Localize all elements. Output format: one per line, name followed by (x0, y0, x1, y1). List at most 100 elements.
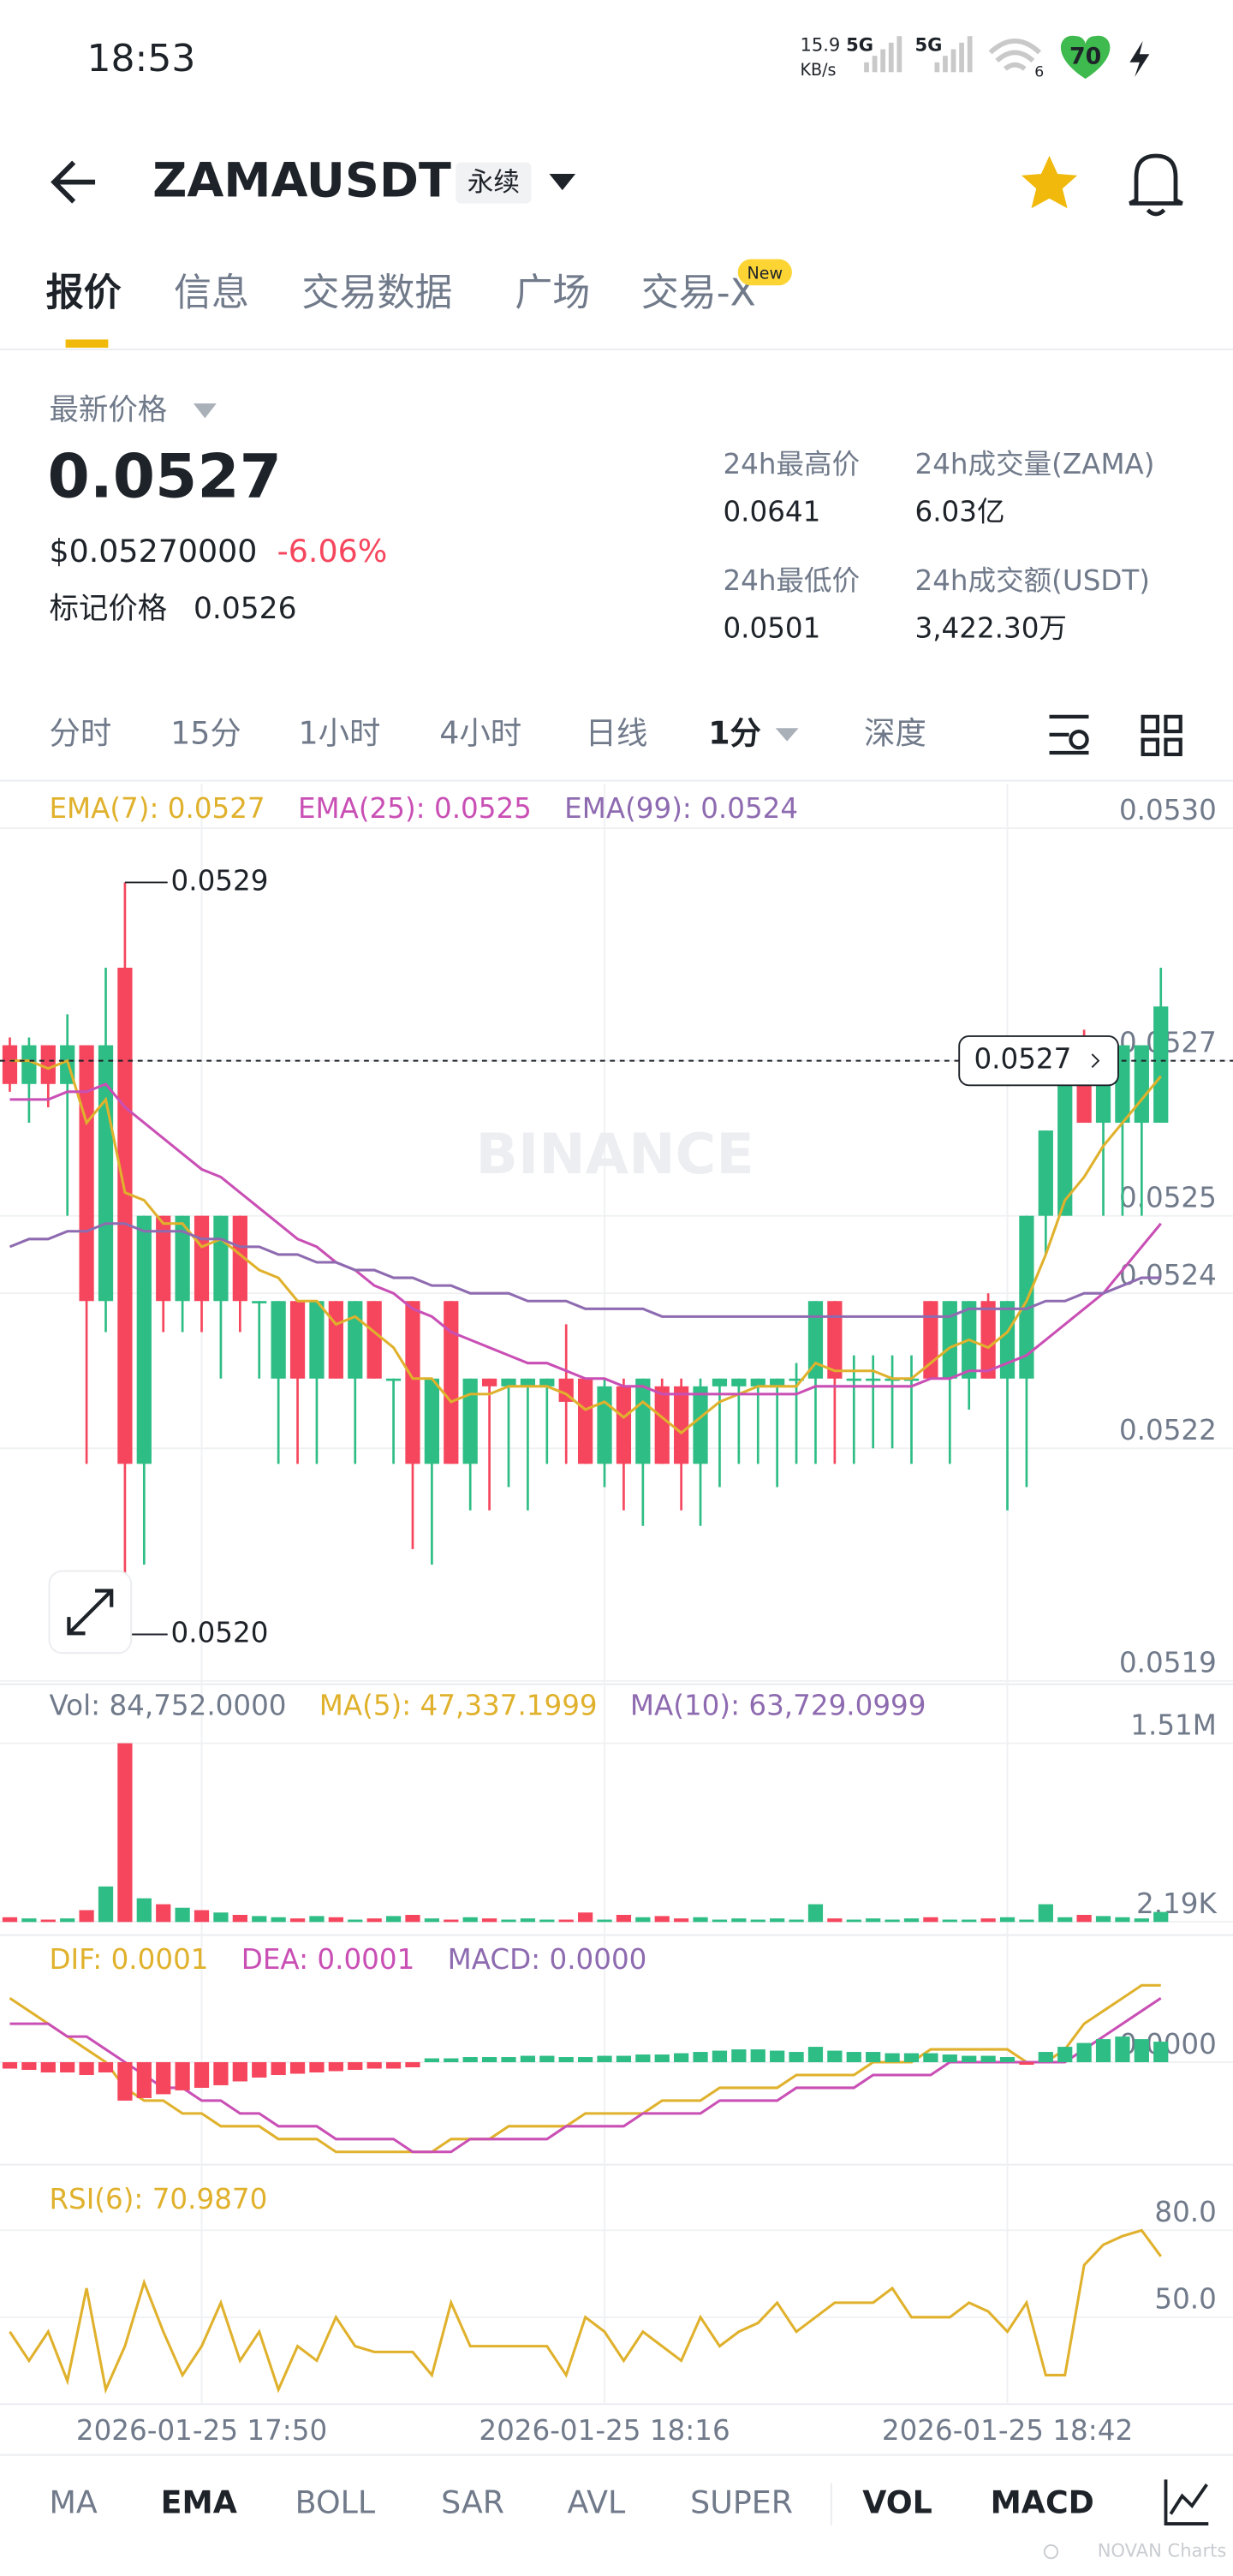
chart-settings-icon[interactable] (1049, 714, 1089, 755)
macd-bar (885, 2053, 900, 2063)
y-tick-label: 50.0 (1154, 2283, 1216, 2316)
volume-bar (424, 1918, 439, 1923)
extreme-label: 0.0529 (171, 864, 269, 897)
stat-label: 24h最低价 (723, 564, 860, 597)
macd-bar (289, 2062, 306, 2074)
tab[interactable]: 交易数据 (301, 271, 452, 315)
indicator[interactable]: AVL (568, 2484, 626, 2521)
volume-bar (962, 1919, 977, 1923)
volume-bar (1095, 1916, 1111, 1923)
tab[interactable]: 信息 (174, 271, 249, 315)
indicator[interactable]: SUPER (690, 2484, 793, 2521)
stat-value: 3,422.30万 (915, 611, 1067, 644)
volume-bar (481, 1918, 497, 1923)
y-tick-label: 0.0530 (1119, 794, 1217, 826)
new-badge (737, 259, 792, 286)
macd-bar (232, 2062, 247, 2082)
candle-body (712, 1378, 728, 1386)
back-button[interactable] (51, 160, 96, 204)
indicator-line (9, 1082, 1162, 1396)
volume-bar (2, 1917, 18, 1923)
indicator-active[interactable]: MACD (991, 2484, 1094, 2521)
candle-body (309, 1301, 325, 1379)
notification-bell[interactable] (1129, 153, 1183, 217)
mark-price-label: 标记价格 (49, 592, 167, 626)
macd-bar (539, 2055, 555, 2063)
y-tick-label: 0.0522 (1119, 1414, 1217, 1446)
tab[interactable]: 报价 (46, 271, 122, 315)
tab[interactable]: 交易-X (641, 271, 756, 315)
price-label: 最新价格 (49, 393, 167, 427)
indicator[interactable]: MA (49, 2484, 97, 2521)
volume-bar (885, 1919, 900, 1923)
macd-bar (462, 2057, 478, 2063)
candle-body (942, 1301, 957, 1379)
indicator-active[interactable]: EMA (161, 2484, 237, 2521)
volume-bar (846, 1919, 861, 1923)
volume-bar (616, 1915, 632, 1923)
fullscreen-button[interactable] (48, 1570, 133, 1655)
macd-bar (2, 2062, 18, 2069)
indicator[interactable]: BOLL (295, 2484, 376, 2521)
interval[interactable]: 15分 (170, 714, 241, 751)
candle-body (674, 1386, 689, 1464)
volume-bar (520, 1918, 536, 1923)
interval-active[interactable]: 1分 (708, 714, 761, 751)
legend-item: RSI(6): 70.9870 (49, 2183, 267, 2215)
macd-bar (424, 2058, 439, 2063)
y-tick-label: 0.0525 (1119, 1182, 1217, 1214)
interval[interactable]: 分时 (49, 714, 111, 751)
indicator-active[interactable]: VOL (862, 2484, 932, 2521)
volume-bar (462, 1917, 478, 1923)
legend-item: EMA(99): 0.0524 (564, 792, 798, 825)
volume-bar (712, 1919, 728, 1923)
interval[interactable]: 4小时 (439, 714, 521, 751)
candle-body (1057, 1045, 1073, 1216)
candle-body (462, 1378, 478, 1464)
macd-bar (942, 2054, 957, 2063)
candle-body (405, 1301, 420, 1464)
macd-bar (558, 2057, 574, 2063)
volume-bar (1153, 1911, 1169, 1923)
volume-bar (194, 1910, 210, 1923)
symbol[interactable]: ZAMAUSDT (152, 153, 451, 209)
interval[interactable]: 日线 (586, 714, 648, 751)
layout-icon[interactable] (1141, 714, 1182, 756)
macd-bar (731, 2049, 747, 2063)
indicator[interactable]: SAR (441, 2484, 504, 2521)
candle-body (252, 1301, 267, 1303)
candle-body (348, 1301, 363, 1379)
volume-bar (175, 1907, 190, 1923)
macd-bar (712, 2050, 728, 2063)
usd-price: $0.05270000 (49, 533, 257, 569)
candle-body (827, 1301, 843, 1379)
interval-dropdown[interactable] (775, 728, 799, 742)
volume-bar (117, 1743, 133, 1923)
interval[interactable]: 1小时 (299, 714, 381, 751)
candle-body (2, 1045, 18, 1084)
legend-item: DEA: 0.0001 (241, 1943, 415, 1976)
indicator-line (9, 2228, 1162, 2394)
macd-bar (175, 2062, 190, 2090)
interval[interactable]: 深度 (864, 714, 926, 751)
macd-bar (1115, 2036, 1130, 2063)
macd-bar (578, 2057, 593, 2063)
macd-bar (21, 2062, 37, 2070)
volume-bar (807, 1904, 824, 1923)
indicator-line (9, 1983, 1161, 2154)
candle-body (1019, 1215, 1034, 1379)
macd-bar (444, 2058, 459, 2063)
price-dropdown[interactable] (193, 403, 217, 419)
indicator-line (9, 1058, 1162, 1435)
macd-bar (999, 2057, 1016, 2063)
symbol-dropdown[interactable] (549, 174, 576, 191)
volume-bar (348, 1919, 363, 1923)
macd-bar (194, 2062, 210, 2088)
macd-bar (980, 2055, 996, 2063)
indicator-settings[interactable] (1164, 2479, 1209, 2525)
tab[interactable]: 广场 (515, 271, 590, 315)
x-tick-label: 2026-01-25 18:42 (882, 2414, 1133, 2447)
favorite-star[interactable] (1021, 155, 1078, 209)
stat-value: 0.0501 (723, 611, 820, 644)
